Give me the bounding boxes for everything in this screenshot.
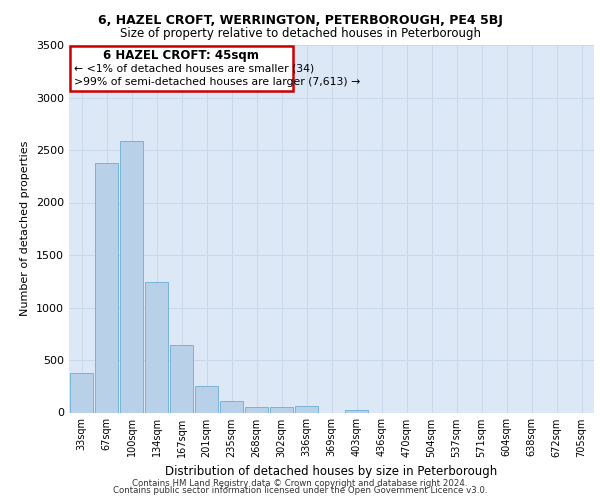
FancyBboxPatch shape: [70, 46, 293, 90]
Bar: [195, 386, 218, 412]
Text: 6 HAZEL CROFT: 45sqm: 6 HAZEL CROFT: 45sqm: [103, 48, 259, 62]
Bar: [245, 406, 268, 412]
Bar: [270, 407, 293, 412]
Bar: [145, 282, 168, 412]
Text: Contains public sector information licensed under the Open Government Licence v3: Contains public sector information licen…: [113, 486, 487, 495]
Text: >99% of semi-detached houses are larger (7,613) →: >99% of semi-detached houses are larger …: [74, 77, 361, 87]
Text: ← <1% of detached houses are smaller (34): ← <1% of detached houses are smaller (34…: [74, 64, 315, 74]
Bar: [220, 401, 243, 412]
Text: Size of property relative to detached houses in Peterborough: Size of property relative to detached ho…: [119, 28, 481, 40]
X-axis label: Distribution of detached houses by size in Peterborough: Distribution of detached houses by size …: [166, 465, 497, 478]
Bar: [95, 162, 118, 412]
Y-axis label: Number of detached properties: Number of detached properties: [20, 141, 31, 316]
Bar: [70, 372, 93, 412]
Bar: [345, 410, 368, 412]
Bar: [295, 406, 318, 412]
Text: 6, HAZEL CROFT, WERRINGTON, PETERBOROUGH, PE4 5BJ: 6, HAZEL CROFT, WERRINGTON, PETERBOROUGH…: [98, 14, 502, 27]
Bar: [170, 346, 193, 412]
Text: Contains HM Land Registry data © Crown copyright and database right 2024.: Contains HM Land Registry data © Crown c…: [132, 478, 468, 488]
Bar: [120, 140, 143, 412]
